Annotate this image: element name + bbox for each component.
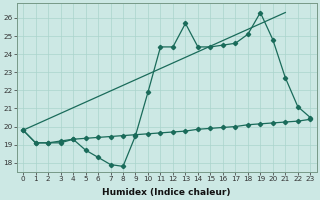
X-axis label: Humidex (Indice chaleur): Humidex (Indice chaleur) [102,188,231,197]
